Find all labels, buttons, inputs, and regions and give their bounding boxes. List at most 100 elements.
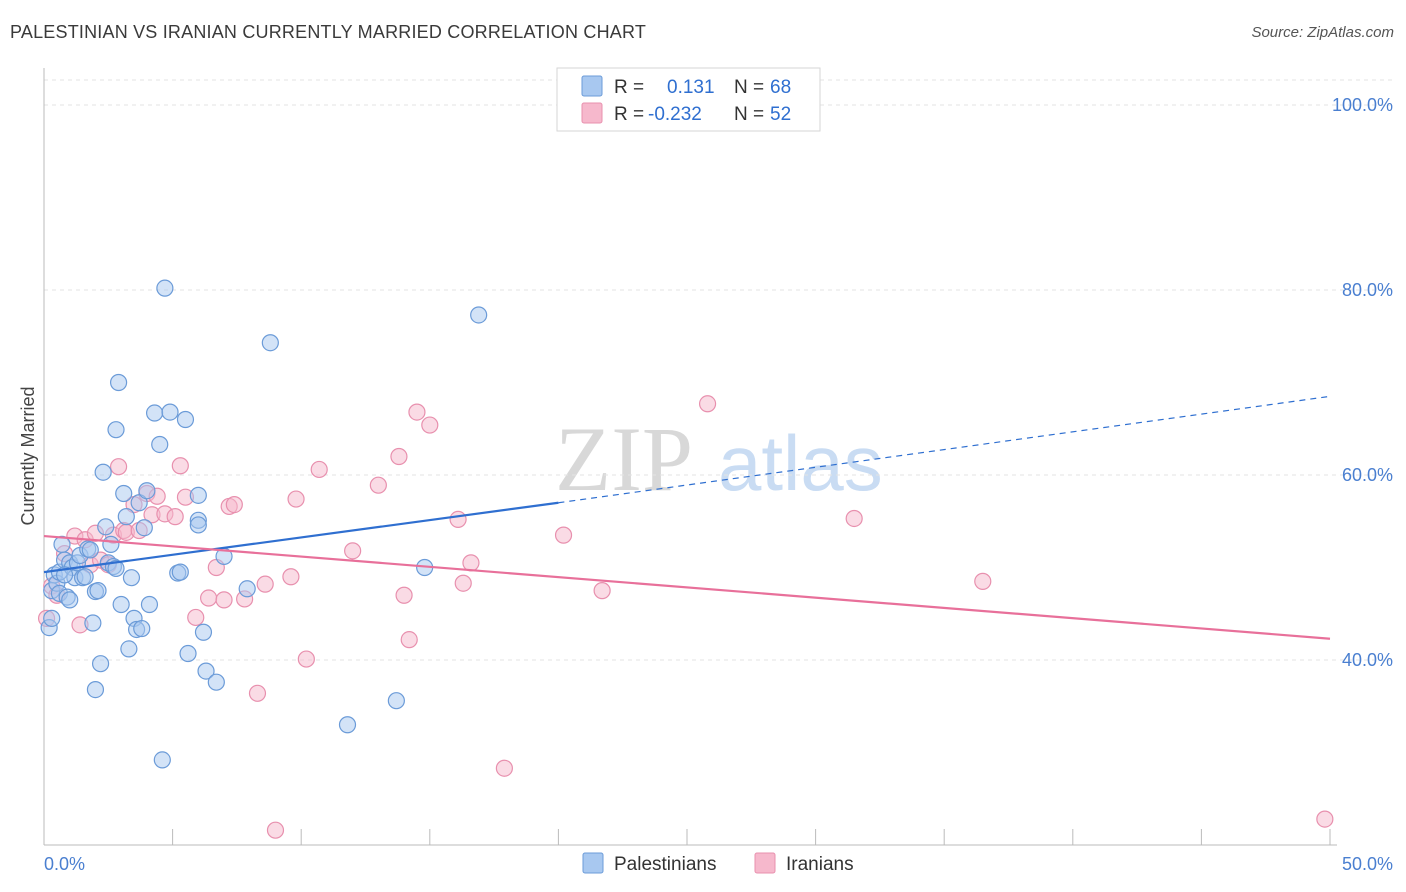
iranians-point-51: [698, 395, 717, 413]
palestinians-point-55: [189, 486, 207, 504]
palestinians-point-19: [81, 541, 99, 559]
legend-n-value-1: 68: [770, 77, 791, 98]
axes: [43, 68, 1337, 846]
iranians-point-27: [215, 591, 233, 609]
palestinians-point-20: [84, 614, 102, 632]
iranians-point-50: [593, 582, 611, 600]
y-tick-label-40: 40.0%: [1342, 650, 1393, 670]
iranians-point-24: [187, 608, 205, 627]
iranians-trend: [43, 534, 1331, 640]
y-tick-label-80: 80.0%: [1342, 280, 1393, 300]
iranians-point-35: [287, 490, 305, 508]
palestinians-point-59: [207, 673, 225, 691]
legend-r-label-2: R =: [614, 104, 644, 125]
iranians-point-49: [554, 526, 573, 544]
iranians-point-32: [256, 575, 274, 593]
iranians-point-46: [454, 574, 472, 592]
palestinians-points: [40, 279, 488, 769]
bottom-legend-swatch-palestinians: [582, 852, 604, 874]
x-tick-label-max: 50.0%: [1342, 854, 1393, 874]
palestinians-point-32: [109, 373, 128, 392]
x-ticks: [43, 829, 1331, 845]
chart-title: PALESTINIAN VS IRANIAN CURRENTLY MARRIED…: [10, 22, 647, 42]
palestinians-point-17: [76, 568, 94, 586]
iranians-point-36: [297, 650, 315, 668]
palestinians-point-21: [86, 680, 105, 699]
iranians-point-39: [369, 476, 387, 494]
palestinians-point-62: [261, 334, 279, 352]
iranians-point-33: [266, 821, 285, 839]
palestinians-point-58: [197, 662, 215, 680]
iranians-point-29: [225, 496, 243, 514]
legend-swatch-palestinians: [581, 75, 603, 97]
palestinians-point-1: [43, 609, 61, 627]
iranians-point-47: [462, 554, 480, 572]
iranians-point-52: [845, 509, 863, 528]
palestinians-trend-solid: [43, 501, 559, 574]
iranians-point-41: [395, 586, 413, 604]
y-tick-label-100: 100.0%: [1332, 95, 1393, 115]
iranians-point-34: [282, 568, 300, 586]
trend-lines: [43, 395, 1331, 640]
iranians-point-53: [974, 572, 992, 590]
iranians-point-31: [248, 684, 267, 702]
iranians-point-54: [1316, 810, 1334, 828]
palestinians-point-46: [151, 435, 169, 454]
iranians-point-37: [310, 460, 328, 479]
palestinians-point-53: [179, 644, 197, 663]
palestinians-point-43: [138, 482, 156, 500]
palestinians-point-56: [189, 516, 207, 534]
y-tick-label-60: 60.0%: [1342, 465, 1393, 485]
iranians-point-25: [200, 589, 218, 607]
iranians-point-44: [421, 416, 439, 434]
palestinians-point-51: [171, 563, 189, 581]
palestinians-point-61: [238, 580, 256, 598]
palestinians-point-35: [117, 508, 135, 526]
palestinians-point-31: [107, 421, 125, 439]
palestinians-point-44: [140, 595, 159, 614]
watermark-zip: ZIP: [555, 408, 693, 510]
watermark-atlas: atlas: [718, 419, 883, 507]
legend-swatch-iranians: [581, 102, 603, 124]
y-axis-label: Currently Married: [18, 386, 38, 525]
iranians-point-40: [390, 447, 408, 466]
palestinians-point-23: [89, 582, 107, 600]
palestinians-point-42: [135, 519, 153, 537]
y-tick-labels: 40.0% 60.0% 80.0% 100.0%: [1332, 95, 1393, 670]
palestinians-point-63: [338, 716, 357, 734]
palestinians-point-26: [97, 518, 115, 536]
palestinians-point-30: [107, 559, 125, 578]
iranians-point-45: [449, 510, 467, 529]
palestinians-point-33: [112, 595, 130, 614]
legend-n-label-2: N =: [734, 104, 764, 125]
legend-n-label-1: N =: [734, 77, 764, 98]
palestinians-point-37: [122, 569, 141, 587]
palestinians-point-49: [161, 403, 179, 421]
legend-top: R = 0.131 N = 68 R = -0.232 N = 52: [556, 67, 821, 132]
iranians-point-43: [408, 403, 426, 421]
bottom-legend-swatch-iranians: [754, 852, 776, 874]
palestinians-point-28: [102, 535, 120, 553]
source-label: Source: ZipAtlas.com: [1251, 24, 1394, 41]
legend-r-value-1: 0.131: [667, 77, 715, 98]
palestinians-point-45: [145, 404, 164, 422]
palestinians-trend-dashed: [558, 395, 1331, 504]
x-tick-label-min: 0.0%: [44, 854, 85, 874]
legend-r-value-2: -0.232: [648, 104, 702, 125]
iranians-point-48: [495, 759, 513, 777]
palestinians-point-47: [153, 751, 171, 769]
gridlines: [44, 79, 1393, 661]
palestinians-point-66: [470, 306, 488, 324]
palestinians-point-41: [133, 619, 151, 638]
iranians-point-22: [171, 457, 189, 475]
palestinians-point-24: [91, 655, 110, 673]
iranians-point-12: [109, 458, 128, 476]
legend-n-value-2: 52: [770, 104, 791, 125]
palestinians-point-34: [115, 484, 133, 503]
bottom-legend-label-palestinians: Palestinians: [614, 854, 716, 875]
palestinians-point-48: [156, 279, 174, 297]
palestinians-point-36: [120, 640, 138, 658]
palestinians-point-52: [176, 410, 195, 429]
bottom-legend-label-iranians: Iranians: [786, 854, 854, 875]
